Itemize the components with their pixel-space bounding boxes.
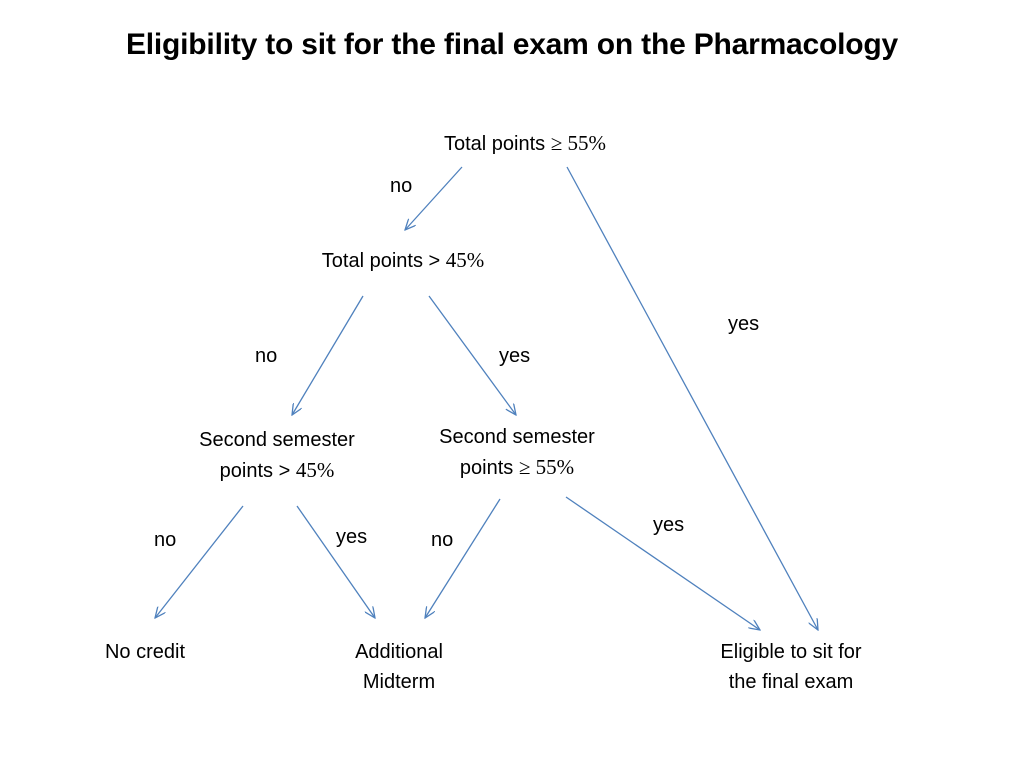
node-line1: Eligible to sit for [720, 641, 862, 663]
node-total-points-55: Total points ≥ 55% [400, 128, 650, 159]
node-math: ≥ 55% [550, 131, 606, 155]
node-math: 45% [445, 248, 485, 272]
node-second-semester-45: Second semester points > 45% [167, 425, 387, 486]
node-line1: Additional [355, 641, 443, 663]
node-total-points-45: Total points > 45% [283, 245, 523, 276]
node-text: Total points > [321, 250, 446, 272]
arrow-mid-to-left [292, 295, 364, 415]
edge-label-root-eligible: yes [728, 313, 760, 335]
arrow-root-to-mid [405, 166, 463, 230]
node-text: points > [219, 460, 296, 482]
edge-label-left-additional: yes [336, 526, 368, 548]
arrow-mid-to-right [428, 295, 516, 415]
node-text: No credit [104, 641, 186, 663]
edge-label-right-eligible: yes [653, 514, 685, 536]
node-no-credit: No credit [75, 637, 215, 667]
arrow-right-to-eligible [565, 496, 760, 630]
node-second-semester-55: Second semester points ≥ 55% [407, 422, 627, 483]
node-line1: Second semester [199, 429, 355, 451]
slide-title: Eligibility to sit for the final exam on… [125, 28, 899, 61]
edge-label-left-nocredit: no [154, 529, 177, 551]
arrow-root-to-eligible [566, 166, 818, 630]
node-text: Total points [443, 133, 551, 155]
edge-label-mid-right: yes [499, 345, 531, 367]
edge-label-root-mid: no [390, 175, 413, 197]
arrow-right-to-additional [425, 498, 501, 618]
node-line2: the final exam [728, 671, 854, 693]
node-additional-midterm: Additional Midterm [319, 637, 479, 697]
arrow-left-to-additional [296, 505, 375, 618]
node-eligible: Eligible to sit for the final exam [681, 637, 901, 697]
node-line2: Midterm [362, 671, 436, 693]
node-math: ≥ 55% [518, 455, 575, 479]
arrow-left-to-nocredit [155, 505, 244, 618]
node-text: points [459, 457, 519, 479]
edge-label-mid-left: no [255, 345, 278, 367]
node-line1: Second semester [439, 426, 595, 448]
edge-label-right-additional: no [431, 529, 454, 551]
node-math: 45% [295, 458, 335, 482]
